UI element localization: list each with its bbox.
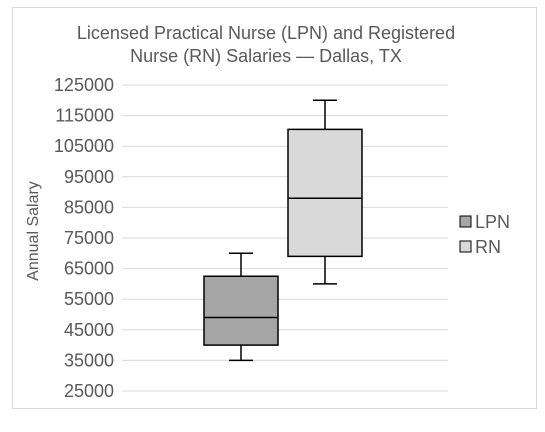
y-axis-label: Annual Salary	[25, 181, 42, 281]
chart-title-line-1: Licensed Practical Nurse (LPN) and Regis…	[77, 23, 455, 43]
y-tick-label-6: 85000	[64, 197, 114, 217]
legend: LPN RN	[459, 212, 510, 257]
y-axis-ticks: 25000 35000 45000 55000 65000 75000 85000 95000…	[54, 75, 114, 401]
chart-title: Licensed Practical Nurse (LPN) and Regis…	[77, 23, 455, 66]
box-plot-series	[203, 99, 363, 362]
y-tick-label-7: 95000	[64, 167, 114, 187]
box-lpn	[203, 252, 279, 362]
y-tick-label-5: 75000	[64, 228, 114, 248]
y-tick-label-3: 55000	[64, 289, 114, 309]
chart-title-line-2: Nurse (RN) Salaries — Dallas, TX	[130, 46, 402, 66]
y-tick-label-10: 125000	[54, 75, 114, 95]
y-tick-label-2: 45000	[64, 320, 114, 340]
legend-label-rn: RN	[475, 237, 501, 257]
rn-iqr-box	[287, 128, 363, 258]
lpn-iqr-box	[203, 275, 279, 346]
gridlines	[122, 84, 448, 392]
y-tick-label-4: 65000	[64, 259, 114, 279]
legend-swatch-rn	[459, 240, 472, 253]
box-rn	[287, 99, 363, 285]
y-tick-label-9: 115000	[55, 106, 114, 126]
legend-swatch-lpn	[459, 215, 472, 228]
legend-label-lpn: LPN	[475, 212, 510, 232]
y-tick-label-8: 105000	[54, 136, 114, 156]
y-tick-label-1: 35000	[64, 350, 114, 370]
y-tick-label-0: 25000	[64, 381, 114, 401]
